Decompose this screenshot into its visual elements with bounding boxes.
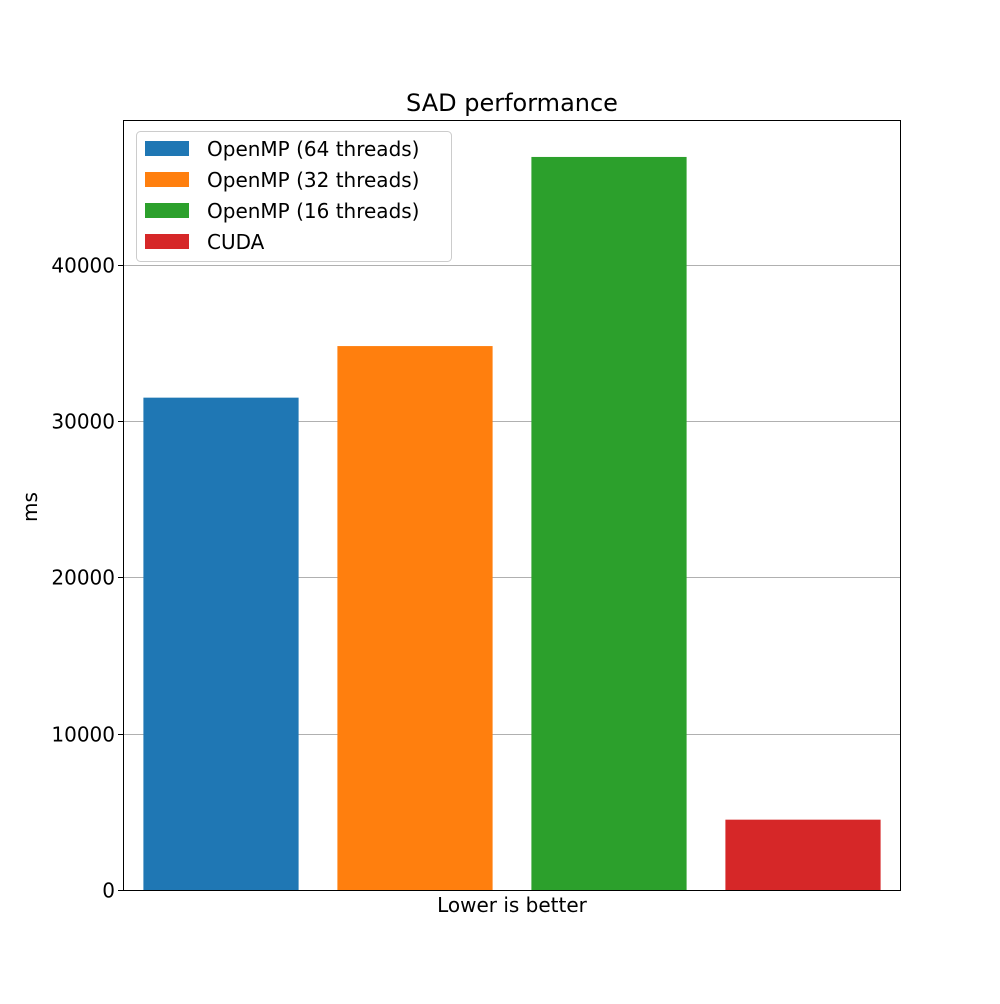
- legend-label: OpenMP (32 threads): [207, 168, 419, 192]
- bars: [143, 156, 881, 890]
- y-tick-label: 20000: [51, 566, 115, 590]
- legend-label: OpenMP (16 threads): [207, 199, 419, 223]
- legend-swatch: [145, 203, 189, 218]
- x-axis-label: Lower is better: [437, 893, 588, 917]
- legend-label: CUDA: [207, 230, 265, 254]
- y-ticks: 0 10000 20000 30000 40000: [51, 254, 124, 903]
- y-axis-label: ms: [18, 492, 42, 522]
- y-tick-label: 40000: [51, 254, 115, 278]
- legend: OpenMP (64 threads) OpenMP (32 threads) Op…: [136, 131, 452, 262]
- legend-swatch: [145, 234, 189, 249]
- bar-2: [337, 346, 493, 890]
- legend-swatch: [145, 141, 189, 156]
- bar-3: [531, 156, 687, 890]
- y-tick-label: 10000: [51, 723, 115, 747]
- legend-label: OpenMP (64 threads): [207, 137, 419, 161]
- y-tick-label: 30000: [51, 410, 115, 434]
- bar-1: [143, 397, 299, 890]
- chart-title: SAD performance: [406, 89, 618, 117]
- bar-4: [725, 819, 881, 890]
- plot-frame: [123, 120, 901, 891]
- legend-box: [136, 131, 452, 262]
- legend-swatch: [145, 172, 189, 187]
- y-tick-label: 0: [102, 879, 115, 903]
